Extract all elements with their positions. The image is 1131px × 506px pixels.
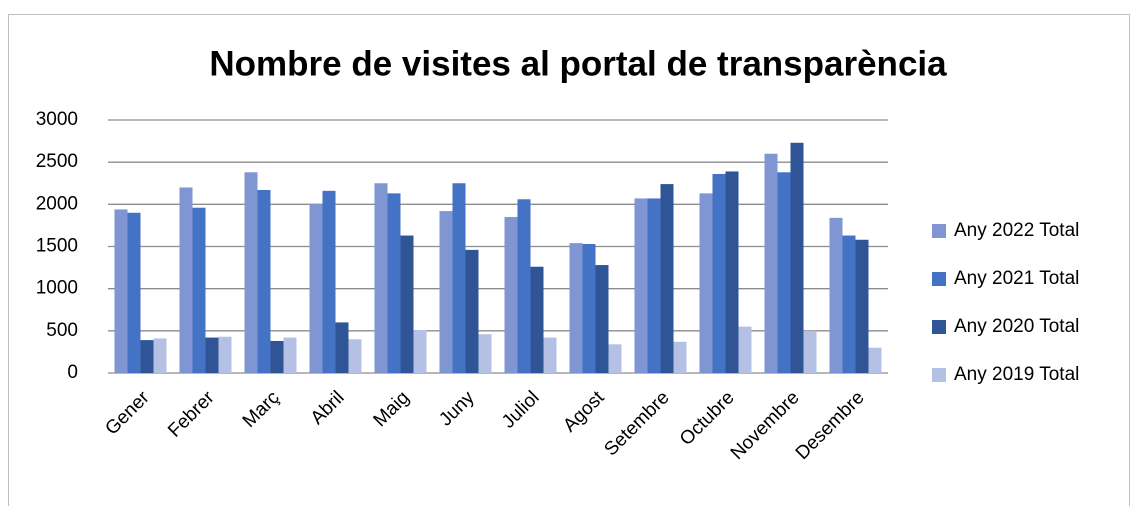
bar: [153, 338, 167, 373]
legend-label: Any 2022 Total: [954, 220, 1079, 241]
bar: [374, 183, 388, 373]
y-tick-label: 500: [46, 320, 78, 341]
bar: [283, 337, 297, 373]
bar: [504, 216, 518, 373]
legend-label: Any 2020 Total: [954, 316, 1079, 337]
bar: [400, 235, 414, 373]
bar: [790, 142, 804, 373]
bar: [647, 198, 661, 373]
bar: [517, 199, 531, 373]
bar: [335, 322, 349, 373]
bar: [348, 339, 362, 373]
bar: [244, 172, 258, 373]
bar: [634, 198, 648, 373]
y-tick-label: 2500: [36, 151, 78, 172]
bar: [205, 337, 219, 373]
bar: [608, 344, 622, 373]
bar: [699, 193, 713, 373]
legend-swatch: [932, 224, 946, 238]
y-tick-label: 1500: [36, 236, 78, 257]
bar: [465, 249, 479, 373]
bar: [309, 204, 323, 373]
bar: [868, 347, 882, 373]
chart-title: Nombre de visites al portal de transparè…: [209, 44, 947, 83]
bar: [738, 326, 752, 373]
bar: [218, 336, 232, 373]
bar: [127, 212, 141, 373]
bar: [595, 265, 609, 373]
y-tick-label: 1000: [36, 278, 78, 299]
bar: [764, 153, 778, 373]
legend-label: Any 2021 Total: [954, 268, 1079, 289]
y-tick-label: 2000: [36, 193, 78, 214]
bar: [660, 184, 674, 373]
bar: [439, 211, 453, 373]
bar: [140, 340, 154, 373]
bar: [582, 243, 596, 373]
legend-swatch: [932, 368, 946, 382]
bar: [257, 189, 271, 373]
bar: [712, 173, 726, 373]
bar: [114, 209, 128, 373]
bar: [413, 329, 427, 373]
bar: [530, 266, 544, 373]
y-tick-label: 3000: [36, 109, 78, 130]
bar: [777, 172, 791, 373]
bar: [725, 171, 739, 373]
legend-swatch: [932, 272, 946, 286]
legend-swatch: [932, 320, 946, 334]
bar: [829, 217, 843, 373]
bar: [842, 235, 856, 373]
bar: [452, 183, 466, 373]
bar: [855, 239, 869, 373]
bar: [478, 334, 492, 373]
bar: [322, 190, 336, 373]
y-tick-label: 0: [67, 362, 78, 383]
bar: [387, 193, 401, 373]
bar: [270, 340, 284, 373]
bar: [192, 207, 206, 373]
bar: [569, 243, 583, 373]
bar: [803, 330, 817, 373]
bar: [179, 187, 193, 373]
bar: [543, 337, 557, 373]
bar: [673, 341, 687, 373]
legend-label: Any 2019 Total: [954, 364, 1079, 385]
